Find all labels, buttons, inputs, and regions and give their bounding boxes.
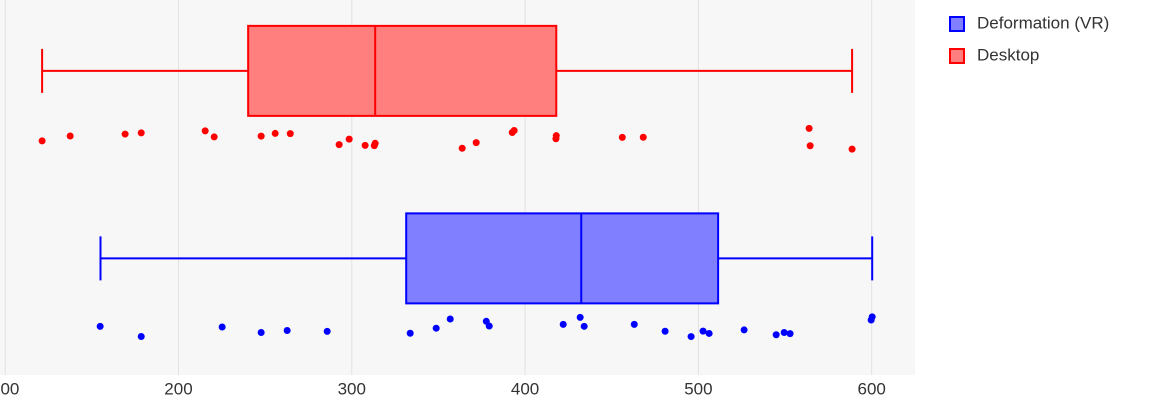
point: [201, 127, 209, 135]
point: [96, 322, 104, 330]
point: [432, 324, 440, 332]
point: [699, 327, 707, 335]
point: [323, 327, 331, 335]
point: [705, 329, 713, 337]
point: [283, 326, 291, 334]
point: [786, 330, 794, 338]
point: [485, 322, 493, 330]
x-tick-label: 600: [857, 379, 885, 398]
x-tick-label: 200: [164, 379, 192, 398]
legend-swatch: [949, 48, 965, 64]
point: [121, 130, 129, 138]
point: [66, 132, 74, 140]
point: [510, 126, 518, 134]
point: [559, 320, 567, 328]
point: [552, 132, 560, 140]
point: [271, 129, 279, 137]
point: [458, 144, 466, 152]
point: [576, 313, 584, 321]
point: [639, 133, 647, 141]
point: [406, 329, 414, 337]
point: [446, 315, 454, 323]
point: [137, 333, 145, 341]
point: [257, 132, 265, 140]
point: [618, 133, 626, 141]
point: [806, 142, 814, 150]
legend-label: Desktop: [977, 45, 1039, 64]
point: [772, 331, 780, 339]
point: [345, 135, 353, 143]
x-tick-label: 100: [0, 379, 19, 398]
legend-label: Deformation (VR): [977, 13, 1109, 32]
box: [247, 24, 558, 117]
point: [780, 328, 788, 336]
x-tick-label: 400: [511, 379, 539, 398]
point: [580, 322, 588, 330]
x-tick-label: 500: [684, 379, 712, 398]
point: [210, 133, 218, 141]
point: [740, 326, 748, 334]
point: [361, 141, 369, 149]
legend-swatch: [949, 16, 965, 32]
point: [286, 130, 294, 138]
point: [218, 323, 226, 331]
point: [257, 329, 265, 337]
point: [848, 145, 856, 153]
point: [137, 129, 145, 137]
point: [868, 313, 876, 321]
box: [405, 212, 720, 305]
point: [371, 139, 379, 147]
point: [805, 124, 813, 132]
point: [630, 320, 638, 328]
point: [335, 141, 343, 149]
x-tick-label: 300: [338, 379, 366, 398]
point: [661, 327, 669, 335]
point: [687, 333, 695, 341]
point: [38, 137, 46, 145]
point: [472, 139, 480, 147]
